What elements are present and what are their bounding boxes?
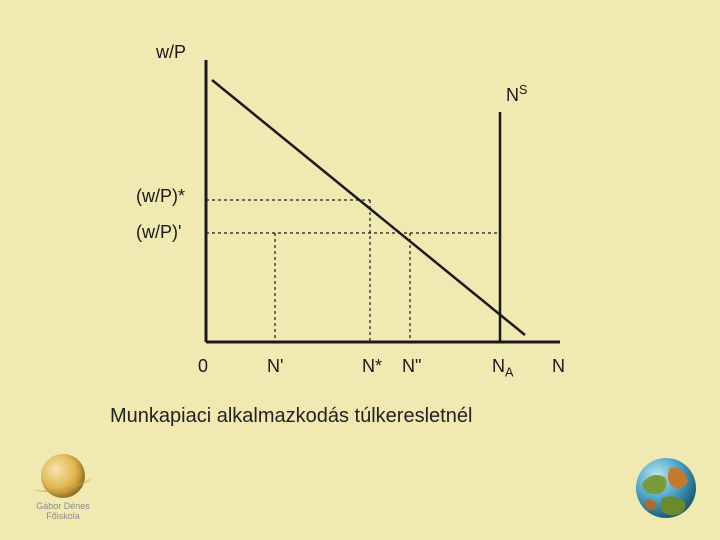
y-axis-label: w/P: [156, 42, 186, 63]
x-tick-n-prime: N': [267, 356, 283, 377]
x-axis-label-n: N: [552, 356, 565, 377]
supply-curve-label: NS: [506, 83, 527, 106]
logo-disc-icon: [41, 454, 85, 498]
x-tick-origin: 0: [198, 356, 208, 377]
x-tick-n-star: N*: [362, 356, 382, 377]
y-tick-wp-prime: (w/P)': [136, 222, 181, 243]
diagram-title: Munkapiaci alkalmazkodás túlkeresletnél: [110, 405, 472, 428]
logo-text-line2: Főiskola: [18, 512, 108, 522]
x-tick-n-dquote: N": [402, 356, 421, 377]
globe-icon: [632, 454, 700, 522]
slide: w/P NS (w/P)* (w/P)' 0 N' N* N" NA N Mun…: [0, 0, 720, 540]
labor-market-diagram: [0, 0, 720, 540]
institution-logo: Gábor Dénes Főiskola: [18, 454, 108, 522]
x-tick-n-a: NA: [492, 356, 513, 380]
y-tick-wp-star: (w/P)*: [136, 186, 185, 207]
